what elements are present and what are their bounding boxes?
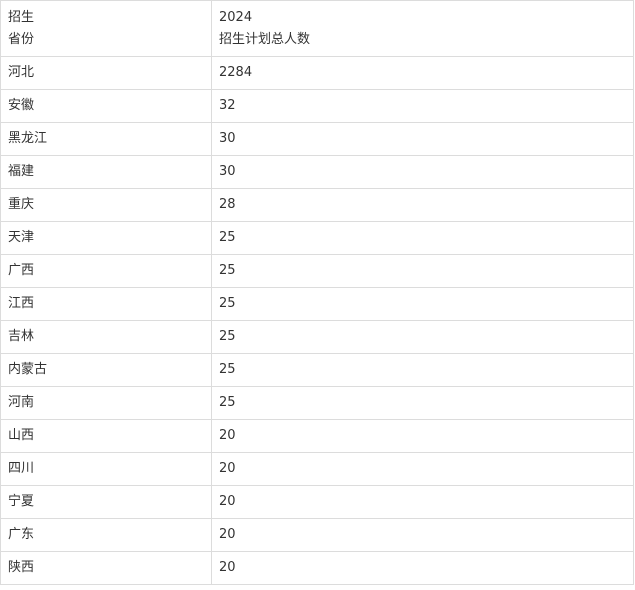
header-province-line1: 招生: [8, 9, 35, 25]
province-cell: 广东: [0, 518, 212, 552]
count-cell: 25: [211, 320, 634, 354]
count-cell: 20: [211, 452, 634, 486]
province-cell: 江西: [0, 287, 212, 321]
count-cell: 28: [211, 188, 634, 222]
table-row: 内蒙古 25: [0, 353, 634, 387]
count-cell: 32: [211, 89, 634, 123]
header-count: 2024 招生计划总人数: [211, 0, 634, 57]
province-cell: 四川: [0, 452, 212, 486]
count-cell: 20: [211, 551, 634, 585]
header-province: 招生 省份: [0, 0, 212, 57]
count-cell: 25: [211, 353, 634, 387]
table-header-row: 招生 省份 2024 招生计划总人数: [0, 0, 634, 57]
table-row: 广东 20: [0, 518, 634, 552]
province-cell: 天津: [0, 221, 212, 255]
province-cell: 山西: [0, 419, 212, 453]
table-row: 安徽 32: [0, 89, 634, 123]
count-cell: 2284: [211, 56, 634, 90]
province-cell: 内蒙古: [0, 353, 212, 387]
count-cell: 20: [211, 419, 634, 453]
count-cell: 20: [211, 485, 634, 519]
table-row: 重庆 28: [0, 188, 634, 222]
table-row: 宁夏 20: [0, 485, 634, 519]
province-cell: 安徽: [0, 89, 212, 123]
province-cell: 河南: [0, 386, 212, 420]
header-province-line2: 省份: [8, 31, 35, 47]
table-row: 广西 25: [0, 254, 634, 288]
header-count-line2: 招生计划总人数: [219, 31, 311, 47]
count-cell: 25: [211, 221, 634, 255]
count-cell: 30: [211, 122, 634, 156]
count-cell: 20: [211, 518, 634, 552]
header-count-line1: 2024: [219, 9, 253, 25]
table-row: 天津 25: [0, 221, 634, 255]
table-row: 四川 20: [0, 452, 634, 486]
province-cell: 广西: [0, 254, 212, 288]
province-cell: 陕西: [0, 551, 212, 585]
table-row: 河北 2284: [0, 56, 634, 90]
table-row: 福建 30: [0, 155, 634, 189]
province-cell: 重庆: [0, 188, 212, 222]
province-cell: 黑龙江: [0, 122, 212, 156]
province-cell: 宁夏: [0, 485, 212, 519]
province-cell: 福建: [0, 155, 212, 189]
table-row: 黑龙江 30: [0, 122, 634, 156]
table-row: 河南 25: [0, 386, 634, 420]
table-row: 吉林 25: [0, 320, 634, 354]
table-row: 山西 20: [0, 419, 634, 453]
count-cell: 25: [211, 254, 634, 288]
count-cell: 25: [211, 386, 634, 420]
province-cell: 吉林: [0, 320, 212, 354]
count-cell: 25: [211, 287, 634, 321]
table-row: 江西 25: [0, 287, 634, 321]
province-cell: 河北: [0, 56, 212, 90]
table-row: 陕西 20: [0, 551, 634, 585]
count-cell: 30: [211, 155, 634, 189]
